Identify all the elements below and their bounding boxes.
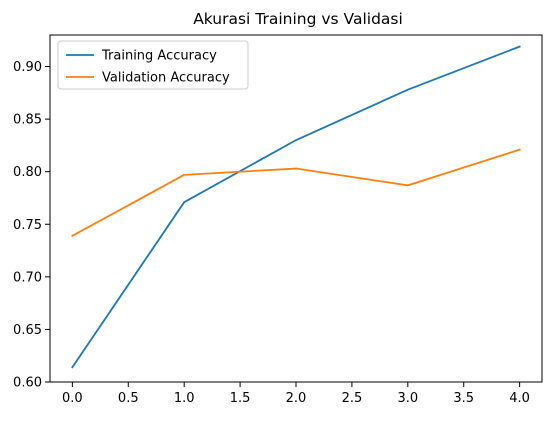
x-tick-label: 0.0: [62, 391, 83, 406]
x-tick-label: 4.0: [509, 391, 530, 406]
legend-label-1: Validation Accuracy: [102, 71, 230, 86]
x-tick-label: 2.0: [286, 391, 307, 406]
series-line-1: [71, 148, 521, 238]
chart-title: Akurasi Training vs Validasi: [193, 10, 403, 28]
legend-box: [57, 40, 249, 90]
x-tick-label: 1.0: [174, 391, 195, 406]
y-tick-label: 0.90: [13, 60, 42, 75]
y-tick-label: 0.85: [13, 113, 42, 128]
x-tick-label: 2.5: [342, 391, 363, 406]
x-tick-label: 3.5: [453, 391, 474, 406]
x-tick-label: 1.5: [230, 391, 251, 406]
y-tick-label: 0.80: [13, 165, 42, 180]
y-tick-label: 0.75: [13, 218, 42, 233]
y-tick-label: 0.70: [13, 270, 42, 285]
x-tick-label: 0.5: [118, 391, 139, 406]
y-tick-label: 0.60: [13, 376, 42, 391]
y-tick-label: 0.65: [13, 323, 42, 338]
x-tick-label: 3.0: [397, 391, 418, 406]
plot-area: [71, 45, 521, 369]
legend: Training Accuracy Validation Accuracy: [57, 40, 249, 90]
legend-label-0: Training Accuracy: [101, 49, 217, 64]
series-line-0: [71, 45, 521, 369]
axes: 0.0 0.5 1.0 1.5 2.0 2.5 3.0 3.5 4.0 0.60 0.65 0.70 0…: [13, 34, 543, 406]
